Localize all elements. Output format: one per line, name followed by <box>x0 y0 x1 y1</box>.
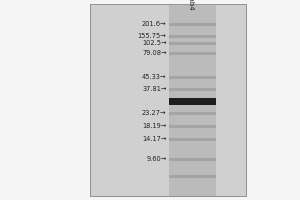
Bar <box>169 76 216 79</box>
Bar <box>169 52 216 55</box>
Bar <box>169 98 216 105</box>
Text: 45.33→: 45.33→ <box>142 74 166 80</box>
Bar <box>90 4 246 196</box>
Text: 79.08→: 79.08→ <box>142 50 167 56</box>
Text: 18.19→: 18.19→ <box>142 123 166 129</box>
Text: 155.75→: 155.75→ <box>138 33 167 39</box>
Text: 102.5→: 102.5→ <box>142 40 167 46</box>
Bar <box>90 4 246 196</box>
Text: 14.17→: 14.17→ <box>142 136 166 142</box>
Bar <box>169 42 216 45</box>
Bar <box>169 158 216 161</box>
Bar <box>169 23 216 26</box>
Text: 23.27→: 23.27→ <box>142 110 167 116</box>
Bar <box>169 4 216 196</box>
Text: 9.60→: 9.60→ <box>146 156 167 162</box>
Bar <box>169 138 216 141</box>
Text: 201.6→: 201.6→ <box>142 21 167 27</box>
Bar <box>169 175 216 178</box>
Bar <box>169 112 216 115</box>
Text: 37.81→: 37.81→ <box>142 86 166 92</box>
Text: Rab4: Rab4 <box>188 0 194 11</box>
Bar <box>169 88 216 91</box>
Bar <box>169 35 216 38</box>
Bar <box>169 125 216 128</box>
